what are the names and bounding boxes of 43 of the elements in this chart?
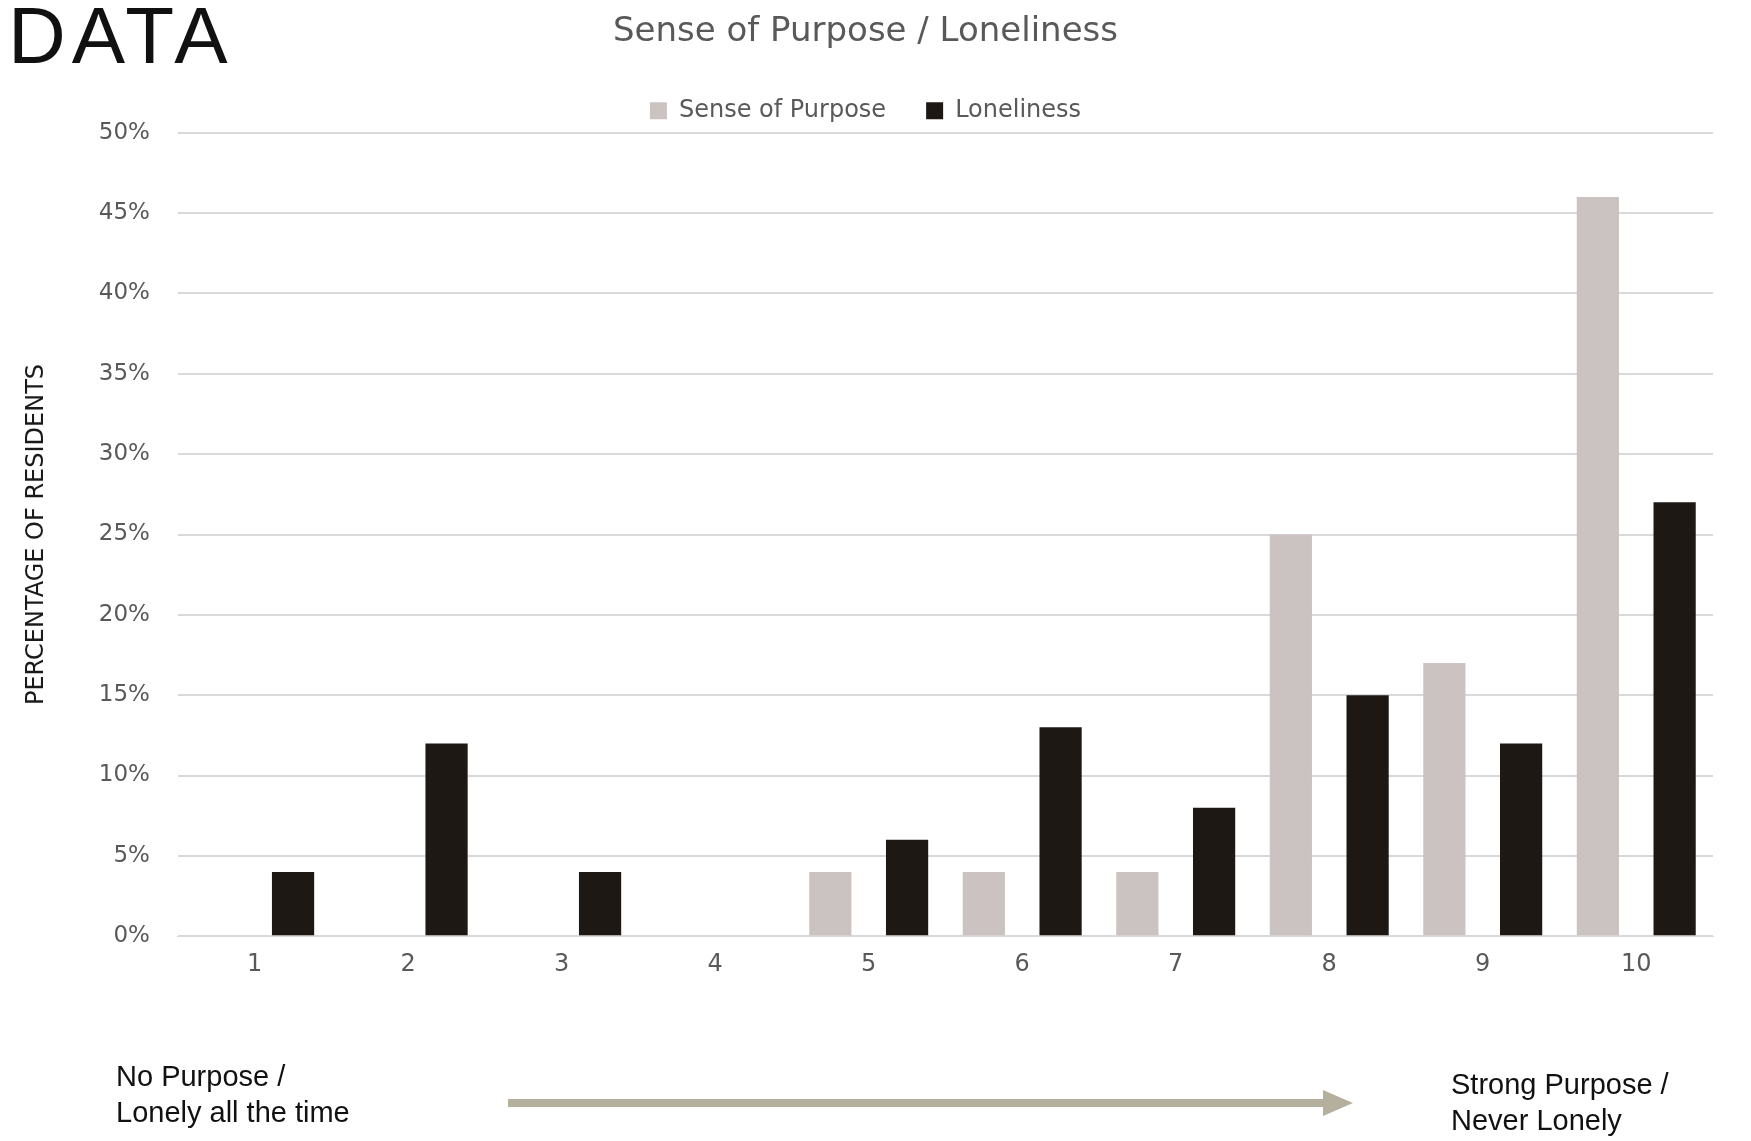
bar — [1423, 663, 1466, 936]
x-tick-label: 5 — [861, 948, 877, 977]
y-tick-label: 35% — [98, 358, 150, 385]
y-tick-label: 20% — [98, 599, 150, 626]
bar — [1192, 807, 1236, 936]
chart-title: Sense of Purpose / Loneliness — [613, 9, 1118, 50]
bar — [1653, 502, 1696, 936]
x-tick-label: 9 — [1475, 948, 1491, 977]
bar — [885, 839, 929, 936]
bar — [1116, 871, 1159, 936]
x-tick-label: 1 — [247, 948, 263, 977]
y-tick-label: 5% — [113, 840, 150, 867]
y-axis-title: PERCENTAGE OF RESIDENTS — [20, 363, 49, 706]
bar — [1039, 727, 1082, 936]
x-tick-label: 6 — [1014, 948, 1030, 977]
y-tick-label: 0% — [113, 921, 150, 948]
bar — [425, 743, 468, 936]
bar — [1346, 695, 1389, 936]
y-tick-label: 30% — [98, 439, 150, 466]
y-tick-label: 50% — [98, 117, 150, 144]
x-tick-label: 7 — [1168, 948, 1184, 977]
bar — [1576, 197, 1619, 936]
text: DATA — [8, 0, 234, 82]
bar — [1500, 743, 1543, 936]
bar — [962, 871, 1005, 936]
y-tick-label: 40% — [98, 278, 150, 305]
x-tick-label: 2 — [400, 948, 416, 977]
legend-label: Sense of Purpose — [678, 95, 887, 124]
x-tick-label: 3 — [554, 948, 570, 977]
x-tick-label: 10 — [1620, 948, 1652, 977]
y-tick-label: 25% — [98, 519, 150, 546]
bar — [271, 871, 315, 936]
text: Strong Purpose / Never Lonely — [1451, 1067, 1669, 1139]
x-tick-label: 4 — [707, 948, 723, 977]
bar — [578, 871, 622, 936]
y-tick-label: 45% — [98, 198, 150, 225]
x-tick-label: 8 — [1321, 948, 1337, 977]
legend-label: Loneliness — [955, 95, 1082, 124]
y-tick-label: 15% — [98, 680, 150, 707]
bar — [1269, 534, 1312, 936]
bar — [809, 871, 852, 936]
y-tick-label: 10% — [98, 760, 150, 787]
text: No Purpose / Lonely all the time — [116, 1059, 350, 1131]
